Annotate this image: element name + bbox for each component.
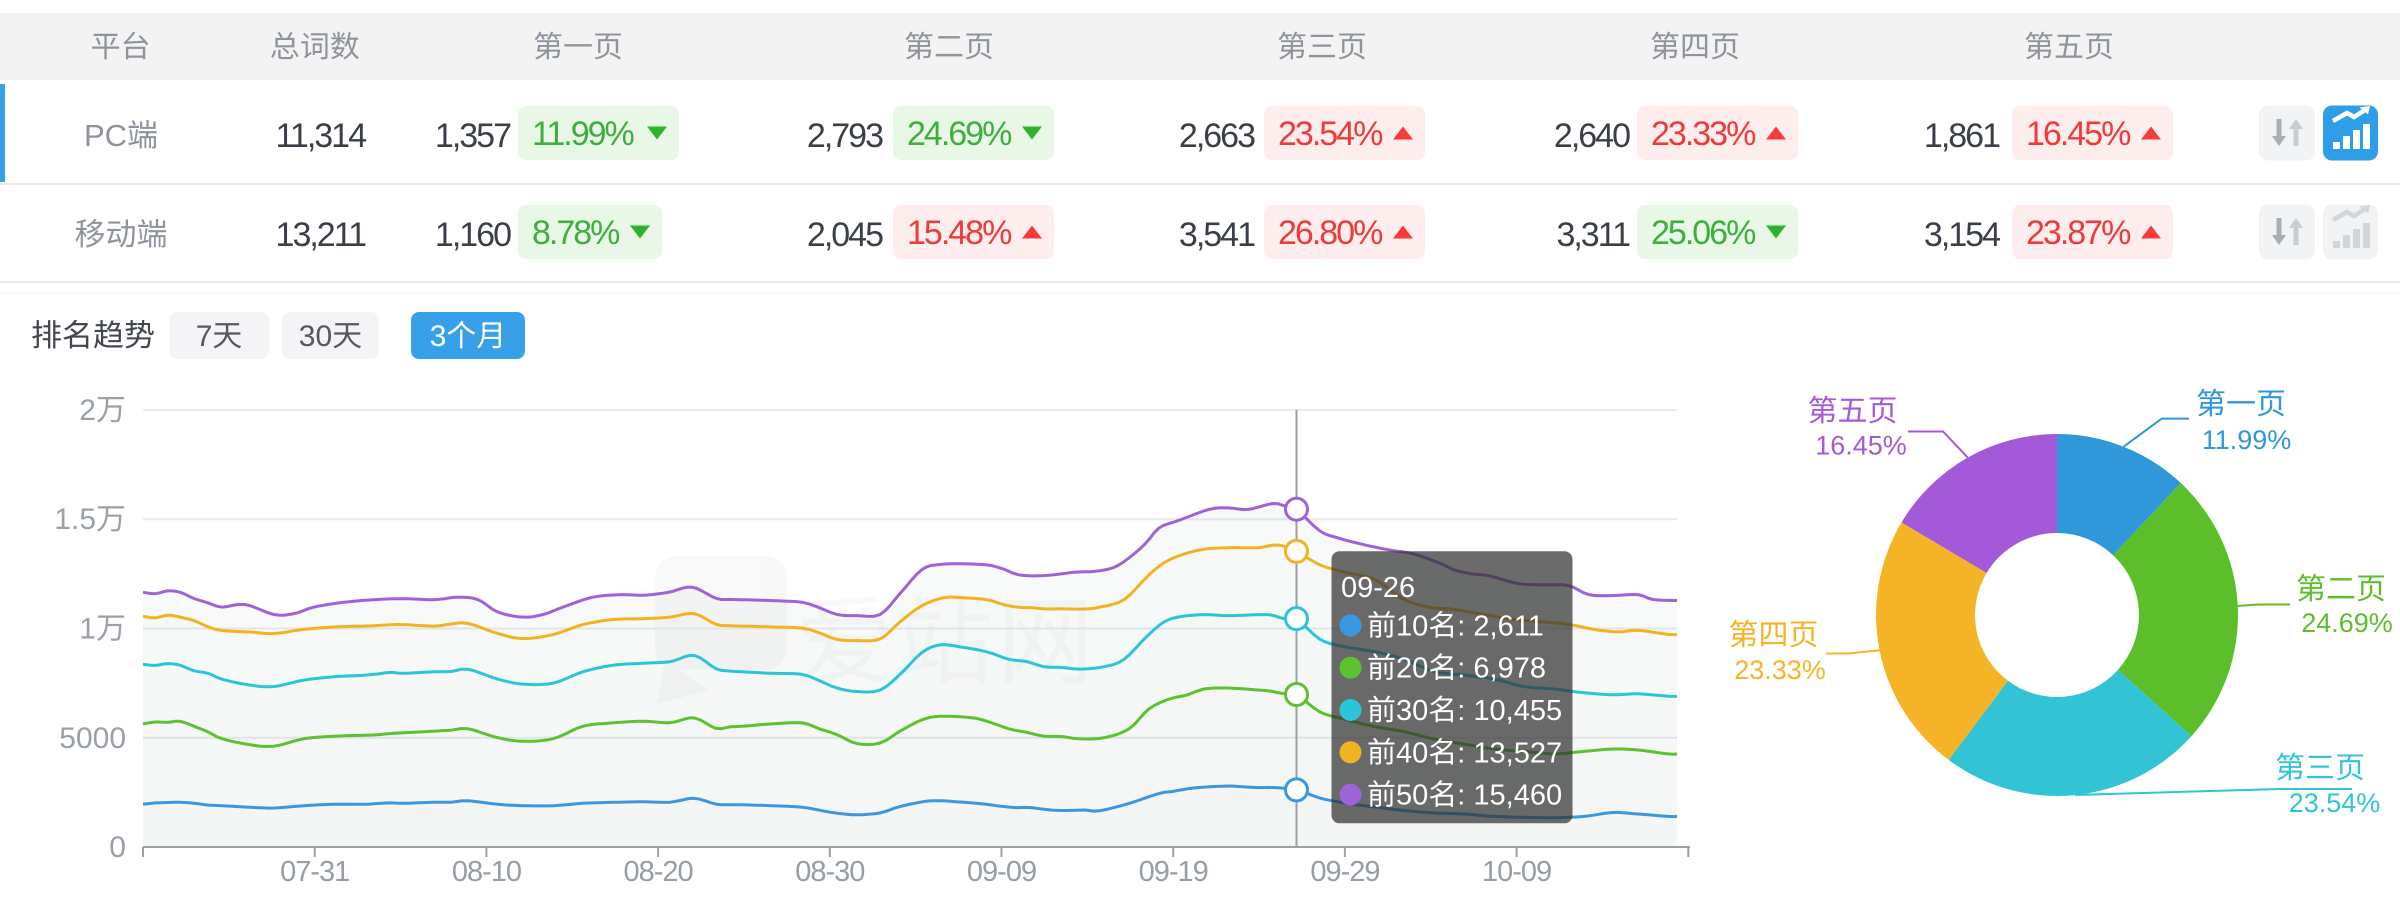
svg-text:15.48%: 15.48% xyxy=(907,214,1012,252)
svg-text:2: 2 xyxy=(79,394,96,427)
svg-text:23.33%: 23.33% xyxy=(1651,115,1756,153)
svg-text:10: 10 xyxy=(1396,610,1428,642)
svg-text:11,314: 11,314 xyxy=(276,117,367,155)
svg-text:: 15,460: : 15,460 xyxy=(1457,780,1562,812)
svg-text:30: 30 xyxy=(299,320,332,353)
svg-text:1,861: 1,861 xyxy=(1924,117,2000,155)
svg-text:50: 50 xyxy=(1396,780,1428,812)
svg-text:26.80%: 26.80% xyxy=(1278,214,1383,252)
svg-text:PC: PC xyxy=(84,118,127,153)
svg-text:3,541: 3,541 xyxy=(1179,216,1255,254)
svg-text:1: 1 xyxy=(79,613,96,646)
svg-text:08-20: 08-20 xyxy=(624,856,693,888)
svg-text:40: 40 xyxy=(1396,737,1428,769)
svg-text:: 10,455: : 10,455 xyxy=(1457,695,1562,727)
svg-text:2,663: 2,663 xyxy=(1179,117,1255,155)
svg-text:11.99%: 11.99% xyxy=(2202,425,2292,455)
svg-text:30: 30 xyxy=(1396,695,1428,727)
svg-text:24.69%: 24.69% xyxy=(907,115,1012,153)
svg-text:: 13,527: : 13,527 xyxy=(1457,737,1562,769)
svg-text:13,211: 13,211 xyxy=(276,216,367,254)
svg-text:09-26: 09-26 xyxy=(1341,572,1415,604)
svg-text:2,640: 2,640 xyxy=(1554,117,1630,155)
svg-text:16.45%: 16.45% xyxy=(2026,115,2131,153)
svg-text:7: 7 xyxy=(196,320,213,353)
svg-text:09-09: 09-09 xyxy=(967,856,1036,888)
svg-text:23.33%: 23.33% xyxy=(1734,655,1826,685)
svg-text:09-19: 09-19 xyxy=(1139,856,1208,888)
svg-text:5000: 5000 xyxy=(59,722,126,755)
svg-text:07-31: 07-31 xyxy=(280,856,349,888)
svg-text:23.87%: 23.87% xyxy=(2026,214,2131,252)
svg-text:2,045: 2,045 xyxy=(807,216,883,254)
svg-text:3,154: 3,154 xyxy=(1924,216,2000,254)
svg-text:10-09: 10-09 xyxy=(1482,856,1551,888)
svg-text:1,357: 1,357 xyxy=(435,117,511,155)
svg-text:: 6,978: : 6,978 xyxy=(1457,653,1546,685)
svg-text:25.06%: 25.06% xyxy=(1651,214,1756,252)
svg-text:: 2,611: : 2,611 xyxy=(1457,610,1544,642)
svg-text:08-10: 08-10 xyxy=(452,856,521,888)
svg-text:11.99%: 11.99% xyxy=(532,115,635,153)
svg-text:23.54%: 23.54% xyxy=(1278,115,1383,153)
svg-text:23.54%: 23.54% xyxy=(2289,788,2381,818)
svg-text:3,311: 3,311 xyxy=(1556,216,1630,254)
svg-text:1,160: 1,160 xyxy=(435,216,511,254)
svg-text:20: 20 xyxy=(1396,653,1428,685)
svg-text:3: 3 xyxy=(430,320,447,353)
svg-text:08-30: 08-30 xyxy=(795,856,864,888)
svg-text:1.5: 1.5 xyxy=(54,503,96,536)
svg-text:8.78%: 8.78% xyxy=(532,214,620,252)
svg-text:0: 0 xyxy=(109,831,126,864)
svg-text:2,793: 2,793 xyxy=(807,117,883,155)
svg-text:24.69%: 24.69% xyxy=(2301,608,2393,638)
svg-text:09-29: 09-29 xyxy=(1310,856,1379,888)
svg-text:16.45%: 16.45% xyxy=(1815,431,1907,461)
